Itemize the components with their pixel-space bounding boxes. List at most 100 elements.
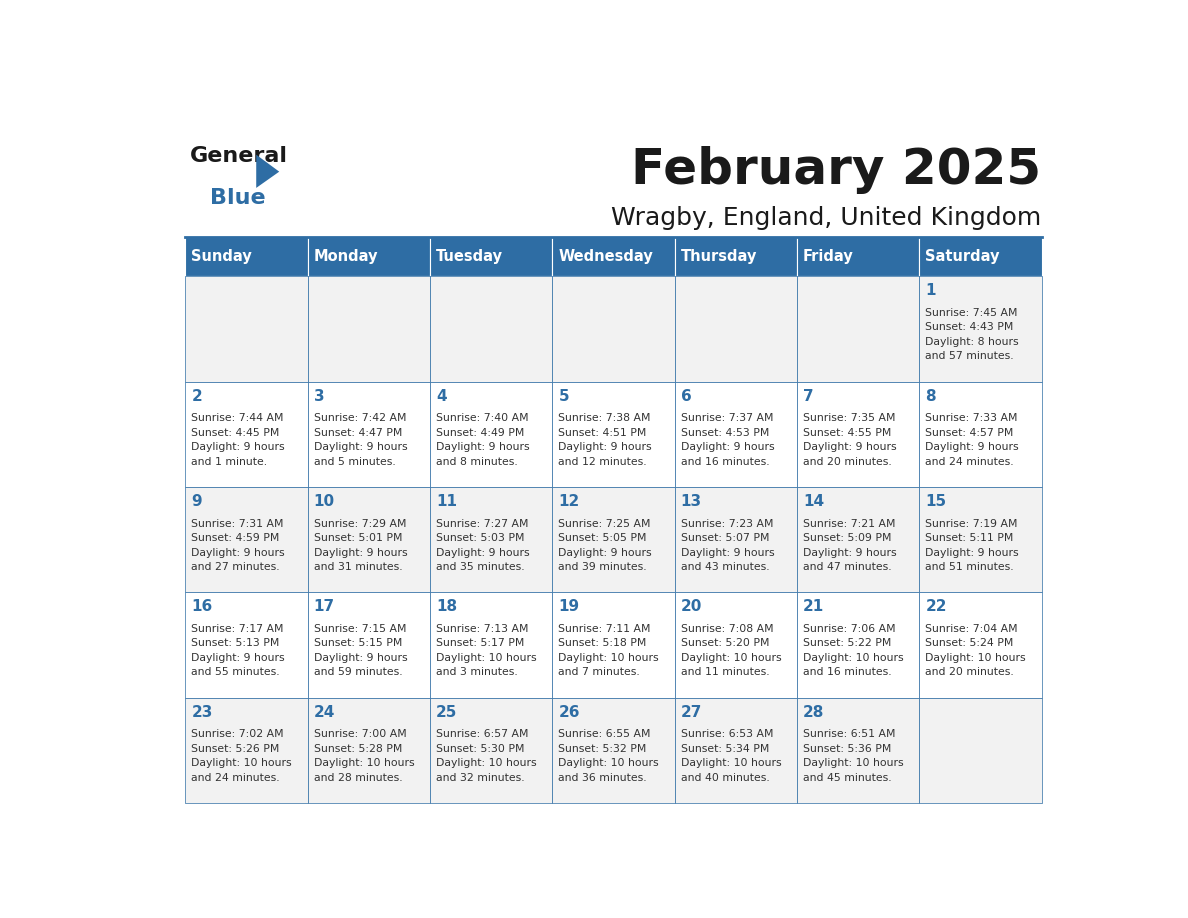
- Text: 4: 4: [436, 388, 447, 404]
- Text: Wednesday: Wednesday: [558, 250, 653, 264]
- FancyBboxPatch shape: [920, 382, 1042, 487]
- FancyBboxPatch shape: [920, 487, 1042, 592]
- FancyBboxPatch shape: [920, 698, 1042, 803]
- Text: Saturday: Saturday: [925, 250, 1000, 264]
- FancyBboxPatch shape: [185, 592, 308, 698]
- Text: Sunrise: 7:11 AM
Sunset: 5:18 PM
Daylight: 10 hours
and 7 minutes.: Sunrise: 7:11 AM Sunset: 5:18 PM Dayligh…: [558, 624, 659, 677]
- Text: Sunrise: 6:57 AM
Sunset: 5:30 PM
Daylight: 10 hours
and 32 minutes.: Sunrise: 6:57 AM Sunset: 5:30 PM Dayligh…: [436, 730, 537, 782]
- FancyBboxPatch shape: [920, 592, 1042, 698]
- Text: 14: 14: [803, 494, 824, 509]
- FancyBboxPatch shape: [920, 238, 1042, 276]
- Text: 23: 23: [191, 705, 213, 720]
- FancyBboxPatch shape: [185, 238, 308, 276]
- FancyBboxPatch shape: [552, 487, 675, 592]
- Text: 8: 8: [925, 388, 936, 404]
- Text: Wragby, England, United Kingdom: Wragby, England, United Kingdom: [612, 206, 1042, 230]
- Text: 27: 27: [681, 705, 702, 720]
- Text: 11: 11: [436, 494, 457, 509]
- FancyBboxPatch shape: [185, 487, 308, 592]
- Text: 20: 20: [681, 599, 702, 614]
- Text: Monday: Monday: [314, 250, 378, 264]
- Text: Sunrise: 7:29 AM
Sunset: 5:01 PM
Daylight: 9 hours
and 31 minutes.: Sunrise: 7:29 AM Sunset: 5:01 PM Dayligh…: [314, 519, 407, 572]
- FancyBboxPatch shape: [185, 276, 308, 382]
- Text: Sunrise: 7:31 AM
Sunset: 4:59 PM
Daylight: 9 hours
and 27 minutes.: Sunrise: 7:31 AM Sunset: 4:59 PM Dayligh…: [191, 519, 285, 572]
- Text: 19: 19: [558, 599, 580, 614]
- Text: Sunrise: 7:23 AM
Sunset: 5:07 PM
Daylight: 9 hours
and 43 minutes.: Sunrise: 7:23 AM Sunset: 5:07 PM Dayligh…: [681, 519, 775, 572]
- FancyBboxPatch shape: [675, 238, 797, 276]
- Text: Sunrise: 7:37 AM
Sunset: 4:53 PM
Daylight: 9 hours
and 16 minutes.: Sunrise: 7:37 AM Sunset: 4:53 PM Dayligh…: [681, 413, 775, 466]
- FancyBboxPatch shape: [185, 698, 308, 803]
- FancyBboxPatch shape: [797, 698, 920, 803]
- FancyBboxPatch shape: [430, 238, 552, 276]
- Text: Sunrise: 7:21 AM
Sunset: 5:09 PM
Daylight: 9 hours
and 47 minutes.: Sunrise: 7:21 AM Sunset: 5:09 PM Dayligh…: [803, 519, 897, 572]
- FancyBboxPatch shape: [920, 276, 1042, 382]
- Text: Sunrise: 7:17 AM
Sunset: 5:13 PM
Daylight: 9 hours
and 55 minutes.: Sunrise: 7:17 AM Sunset: 5:13 PM Dayligh…: [191, 624, 285, 677]
- Text: 9: 9: [191, 494, 202, 509]
- FancyBboxPatch shape: [185, 382, 308, 487]
- FancyBboxPatch shape: [552, 698, 675, 803]
- Text: Sunrise: 7:13 AM
Sunset: 5:17 PM
Daylight: 10 hours
and 3 minutes.: Sunrise: 7:13 AM Sunset: 5:17 PM Dayligh…: [436, 624, 537, 677]
- Text: 13: 13: [681, 494, 702, 509]
- Text: Sunrise: 7:42 AM
Sunset: 4:47 PM
Daylight: 9 hours
and 5 minutes.: Sunrise: 7:42 AM Sunset: 4:47 PM Dayligh…: [314, 413, 407, 466]
- Text: Blue: Blue: [210, 188, 266, 207]
- FancyBboxPatch shape: [430, 276, 552, 382]
- FancyBboxPatch shape: [308, 592, 430, 698]
- FancyBboxPatch shape: [552, 592, 675, 698]
- Text: Sunrise: 7:27 AM
Sunset: 5:03 PM
Daylight: 9 hours
and 35 minutes.: Sunrise: 7:27 AM Sunset: 5:03 PM Dayligh…: [436, 519, 530, 572]
- FancyBboxPatch shape: [308, 238, 430, 276]
- Text: Friday: Friday: [803, 250, 854, 264]
- Text: 18: 18: [436, 599, 457, 614]
- Text: Sunrise: 7:25 AM
Sunset: 5:05 PM
Daylight: 9 hours
and 39 minutes.: Sunrise: 7:25 AM Sunset: 5:05 PM Dayligh…: [558, 519, 652, 572]
- FancyBboxPatch shape: [675, 276, 797, 382]
- FancyBboxPatch shape: [430, 487, 552, 592]
- Text: Sunrise: 7:00 AM
Sunset: 5:28 PM
Daylight: 10 hours
and 28 minutes.: Sunrise: 7:00 AM Sunset: 5:28 PM Dayligh…: [314, 730, 415, 782]
- Text: 25: 25: [436, 705, 457, 720]
- FancyBboxPatch shape: [308, 698, 430, 803]
- FancyBboxPatch shape: [430, 382, 552, 487]
- Text: 16: 16: [191, 599, 213, 614]
- Text: Sunrise: 7:44 AM
Sunset: 4:45 PM
Daylight: 9 hours
and 1 minute.: Sunrise: 7:44 AM Sunset: 4:45 PM Dayligh…: [191, 413, 285, 466]
- Polygon shape: [257, 155, 279, 188]
- Text: 17: 17: [314, 599, 335, 614]
- Text: Sunrise: 6:51 AM
Sunset: 5:36 PM
Daylight: 10 hours
and 45 minutes.: Sunrise: 6:51 AM Sunset: 5:36 PM Dayligh…: [803, 730, 904, 782]
- Text: Sunrise: 6:53 AM
Sunset: 5:34 PM
Daylight: 10 hours
and 40 minutes.: Sunrise: 6:53 AM Sunset: 5:34 PM Dayligh…: [681, 730, 782, 782]
- Text: 1: 1: [925, 284, 936, 298]
- Text: 10: 10: [314, 494, 335, 509]
- FancyBboxPatch shape: [797, 487, 920, 592]
- Text: 3: 3: [314, 388, 324, 404]
- Text: Sunrise: 7:15 AM
Sunset: 5:15 PM
Daylight: 9 hours
and 59 minutes.: Sunrise: 7:15 AM Sunset: 5:15 PM Dayligh…: [314, 624, 407, 677]
- FancyBboxPatch shape: [430, 698, 552, 803]
- Text: 26: 26: [558, 705, 580, 720]
- Text: Sunrise: 7:19 AM
Sunset: 5:11 PM
Daylight: 9 hours
and 51 minutes.: Sunrise: 7:19 AM Sunset: 5:11 PM Dayligh…: [925, 519, 1019, 572]
- FancyBboxPatch shape: [675, 487, 797, 592]
- Text: 7: 7: [803, 388, 814, 404]
- FancyBboxPatch shape: [675, 592, 797, 698]
- Text: 15: 15: [925, 494, 947, 509]
- Text: Sunrise: 7:06 AM
Sunset: 5:22 PM
Daylight: 10 hours
and 16 minutes.: Sunrise: 7:06 AM Sunset: 5:22 PM Dayligh…: [803, 624, 904, 677]
- Text: Sunrise: 7:33 AM
Sunset: 4:57 PM
Daylight: 9 hours
and 24 minutes.: Sunrise: 7:33 AM Sunset: 4:57 PM Dayligh…: [925, 413, 1019, 466]
- Text: 5: 5: [558, 388, 569, 404]
- Text: Sunrise: 7:40 AM
Sunset: 4:49 PM
Daylight: 9 hours
and 8 minutes.: Sunrise: 7:40 AM Sunset: 4:49 PM Dayligh…: [436, 413, 530, 466]
- Text: Sunrise: 7:45 AM
Sunset: 4:43 PM
Daylight: 8 hours
and 57 minutes.: Sunrise: 7:45 AM Sunset: 4:43 PM Dayligh…: [925, 308, 1019, 362]
- Text: Sunrise: 7:35 AM
Sunset: 4:55 PM
Daylight: 9 hours
and 20 minutes.: Sunrise: 7:35 AM Sunset: 4:55 PM Dayligh…: [803, 413, 897, 466]
- FancyBboxPatch shape: [797, 592, 920, 698]
- FancyBboxPatch shape: [308, 276, 430, 382]
- Text: February 2025: February 2025: [632, 145, 1042, 194]
- Text: Thursday: Thursday: [681, 250, 757, 264]
- Text: Sunday: Sunday: [191, 250, 252, 264]
- Text: 22: 22: [925, 599, 947, 614]
- Text: Sunrise: 7:08 AM
Sunset: 5:20 PM
Daylight: 10 hours
and 11 minutes.: Sunrise: 7:08 AM Sunset: 5:20 PM Dayligh…: [681, 624, 782, 677]
- Text: General: General: [190, 145, 287, 165]
- FancyBboxPatch shape: [552, 238, 675, 276]
- Text: 2: 2: [191, 388, 202, 404]
- FancyBboxPatch shape: [308, 487, 430, 592]
- FancyBboxPatch shape: [675, 698, 797, 803]
- Text: Sunrise: 7:38 AM
Sunset: 4:51 PM
Daylight: 9 hours
and 12 minutes.: Sunrise: 7:38 AM Sunset: 4:51 PM Dayligh…: [558, 413, 652, 466]
- FancyBboxPatch shape: [675, 382, 797, 487]
- Text: 28: 28: [803, 705, 824, 720]
- FancyBboxPatch shape: [797, 238, 920, 276]
- FancyBboxPatch shape: [308, 382, 430, 487]
- FancyBboxPatch shape: [552, 276, 675, 382]
- Text: 24: 24: [314, 705, 335, 720]
- Text: 12: 12: [558, 494, 580, 509]
